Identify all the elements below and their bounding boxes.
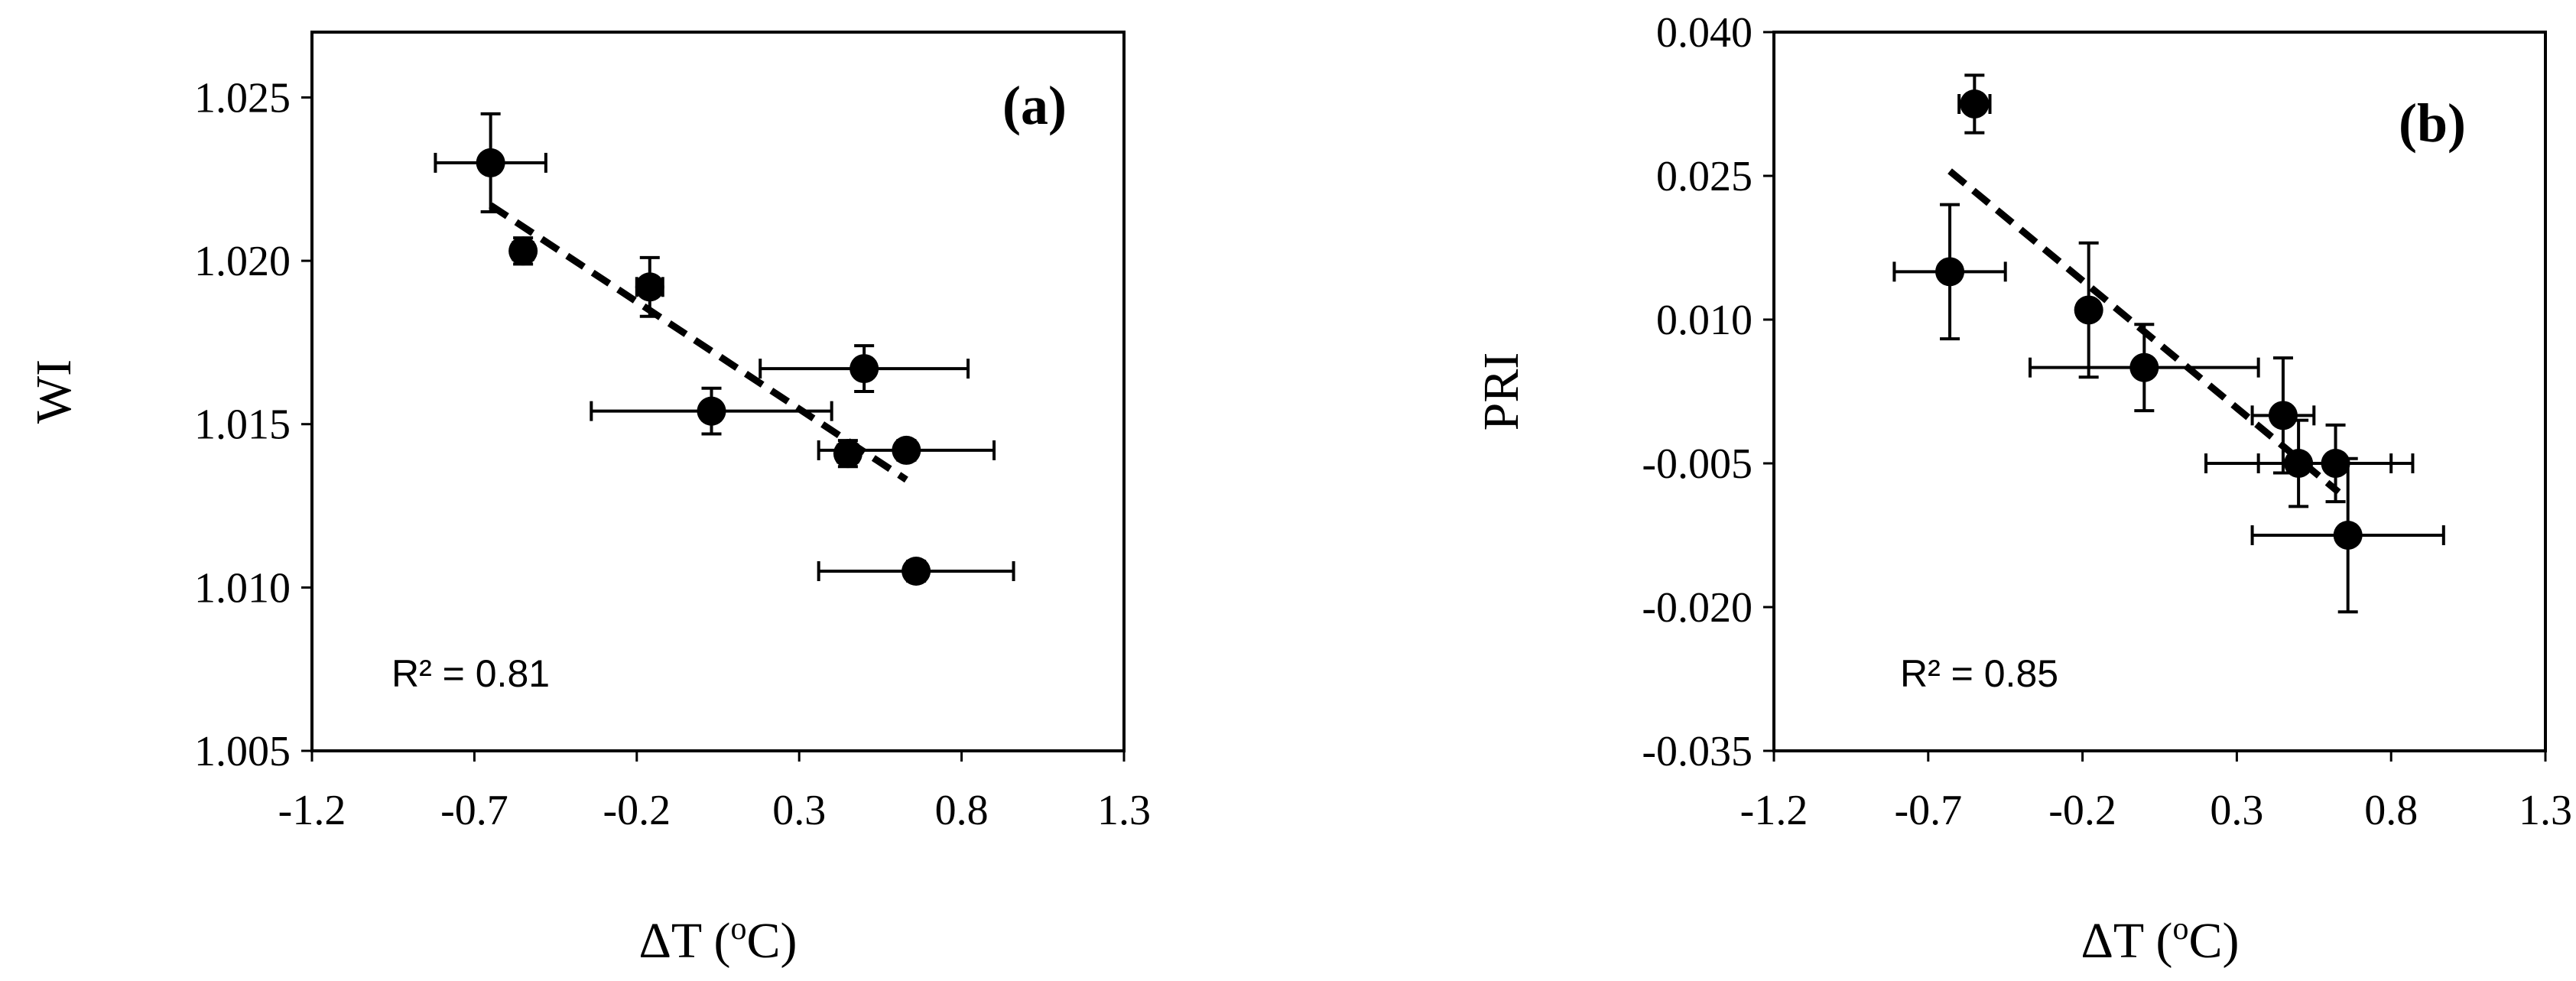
data-points-b xyxy=(1892,73,2445,614)
panel-label-b: (b) xyxy=(2399,93,2466,154)
x-tick-label: 0.8 xyxy=(935,787,989,834)
x-axis-title-suffix-a: C) xyxy=(747,913,797,969)
data-point xyxy=(508,236,538,266)
data-point xyxy=(1960,89,1990,119)
y-tick-label: 1.015 xyxy=(194,401,291,449)
data-point xyxy=(2321,449,2350,478)
plot-area-a xyxy=(310,31,1126,752)
y-axis-title-b: PRI xyxy=(1473,352,1529,431)
data-point xyxy=(476,148,505,177)
x-axis-ticks-b: -1.2 -0.7 -0.2 0.3 0.8 1.3 xyxy=(1740,751,2572,834)
x-axis-title-sup-a: o xyxy=(731,911,747,947)
y-tick-label: 1.010 xyxy=(194,564,291,612)
data-point xyxy=(892,435,921,465)
x-axis-title-prefix-b: ΔT ( xyxy=(2081,913,2172,969)
data-point xyxy=(849,354,879,384)
y-tick-label: 0.025 xyxy=(1656,153,1753,200)
x-axis-title-b: ΔT (oC) xyxy=(2081,911,2239,969)
x-tick-label: 0.3 xyxy=(772,787,826,834)
y-axis-ticks-a: 1.005 1.010 1.015 1.020 1.025 xyxy=(194,74,312,775)
x-tick-label: 1.3 xyxy=(1097,787,1151,834)
y-axis-title-a: WI xyxy=(26,359,82,424)
y-tick-label: 1.005 xyxy=(194,728,291,775)
y-tick-label: -0.020 xyxy=(1642,584,1753,632)
data-point xyxy=(1935,257,1965,287)
x-tick-label: 0.3 xyxy=(2210,787,2263,834)
r-squared-label-a: R² = 0.81 xyxy=(391,652,550,695)
data-point xyxy=(901,557,931,586)
panel-label-a: (a) xyxy=(1002,75,1067,136)
r-squared-label-b: R² = 0.85 xyxy=(1900,652,2058,695)
data-point xyxy=(635,272,664,302)
data-point xyxy=(2268,401,2298,430)
x-axis-title-sup-b: o xyxy=(2173,911,2189,947)
y-tick-label: 1.025 xyxy=(194,74,291,122)
x-tick-label: -1.2 xyxy=(278,787,346,834)
data-point xyxy=(833,439,862,469)
x-axis-title-suffix-b: C) xyxy=(2189,913,2240,969)
x-tick-label: -1.2 xyxy=(1740,787,1808,834)
data-point xyxy=(2129,352,2159,382)
x-tick-label: -0.7 xyxy=(440,787,508,834)
x-axis-title-a: ΔT (oC) xyxy=(638,911,797,969)
chart-panel-a: 1.005 1.010 1.015 1.020 1.025 -1.2 -0.7 -0.2 0.… xyxy=(26,31,1151,969)
y-tick-label: -0.005 xyxy=(1642,440,1753,488)
plot-area-b xyxy=(1772,31,2547,752)
x-axis-ticks-a: -1.2 -0.7 -0.2 0.3 0.8 1.3 xyxy=(278,751,1151,834)
x-tick-label: -0.7 xyxy=(1894,787,1962,834)
data-point xyxy=(2333,521,2363,550)
data-point xyxy=(2074,295,2103,325)
y-tick-label: 0.040 xyxy=(1656,9,1753,57)
y-tick-label: -0.035 xyxy=(1642,728,1753,775)
trendline xyxy=(489,202,908,483)
x-axis-title-prefix-a: ΔT ( xyxy=(638,913,730,969)
y-tick-label: 0.010 xyxy=(1656,297,1753,344)
y-tick-label: 1.020 xyxy=(194,238,291,285)
x-tick-label: 0.8 xyxy=(2364,787,2418,834)
x-tick-label: -0.2 xyxy=(603,787,671,834)
y-axis-ticks-b: -0.035 -0.020 -0.005 0.010 0.025 0.040 xyxy=(1642,9,1774,775)
data-point xyxy=(697,396,726,426)
data-points-a xyxy=(434,112,1015,586)
x-tick-label: -0.2 xyxy=(2048,787,2116,834)
x-tick-label: 1.3 xyxy=(2519,787,2572,834)
chart-panel-b: -0.035 -0.020 -0.005 0.010 0.025 0.040 -1.2 -0… xyxy=(1473,9,2572,969)
